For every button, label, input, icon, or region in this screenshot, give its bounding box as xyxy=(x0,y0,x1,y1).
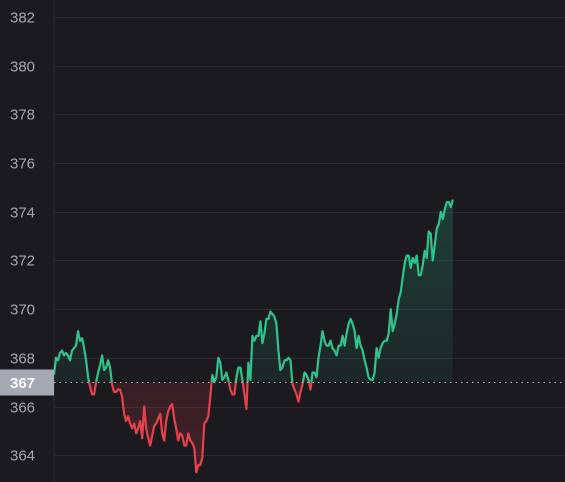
y-tick-label: 368 xyxy=(10,351,35,368)
gridlines xyxy=(53,0,565,482)
y-tick-label: 370 xyxy=(10,302,35,319)
reference-value-label: 367 xyxy=(10,375,35,392)
y-tick-label: 364 xyxy=(10,448,35,465)
y-tick-label: 374 xyxy=(10,205,35,222)
reference-badge xyxy=(0,369,54,396)
y-tick-label: 382 xyxy=(10,10,35,27)
y-axis: 382 380 378 376 374 372 370 368 366 364 xyxy=(10,10,35,465)
y-tick-label: 366 xyxy=(10,400,35,417)
y-tick-label: 376 xyxy=(10,156,35,173)
y-tick-label: 372 xyxy=(10,253,35,270)
price-line-below xyxy=(87,382,313,474)
y-tick-label: 380 xyxy=(10,59,35,76)
y-tick-label: 378 xyxy=(10,107,35,124)
price-line-above xyxy=(52,199,454,383)
area-below-reference xyxy=(54,382,453,473)
area-fills xyxy=(54,199,453,473)
price-line-group xyxy=(52,199,454,474)
area-above-reference xyxy=(54,199,453,383)
reference-line-group: 367 xyxy=(0,369,565,396)
